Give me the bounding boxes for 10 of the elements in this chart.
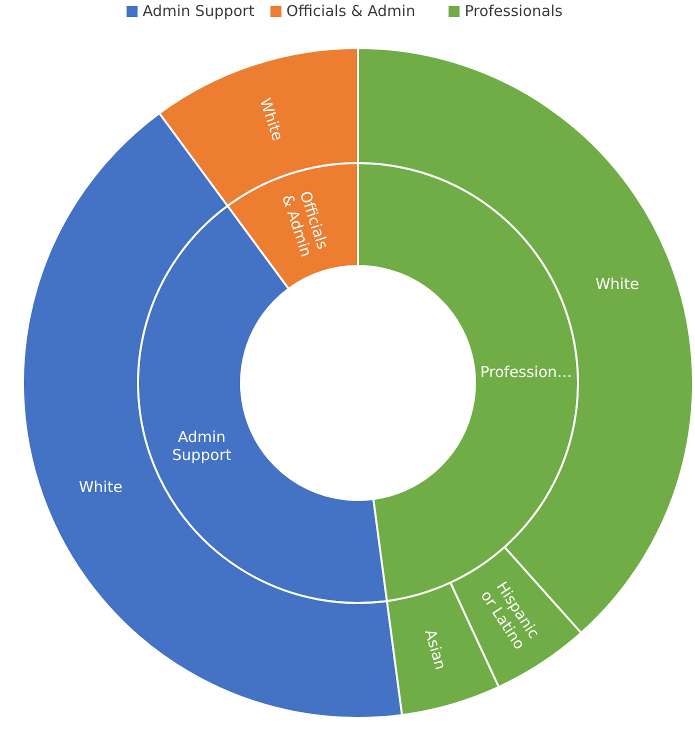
- slice-label: White: [78, 478, 122, 496]
- slice-label: White: [595, 275, 640, 294]
- slice-label: White: [256, 96, 287, 143]
- legend-label: Professionals: [464, 2, 563, 20]
- data-label: Officials & Admin: [278, 188, 332, 260]
- slice-label: Asian: [421, 627, 450, 672]
- data-label: Admin Support: [172, 428, 232, 464]
- legend-label: Admin Support: [142, 2, 255, 20]
- legend-label: Officials & Admin: [286, 2, 416, 20]
- data-label: Profession…: [480, 362, 572, 381]
